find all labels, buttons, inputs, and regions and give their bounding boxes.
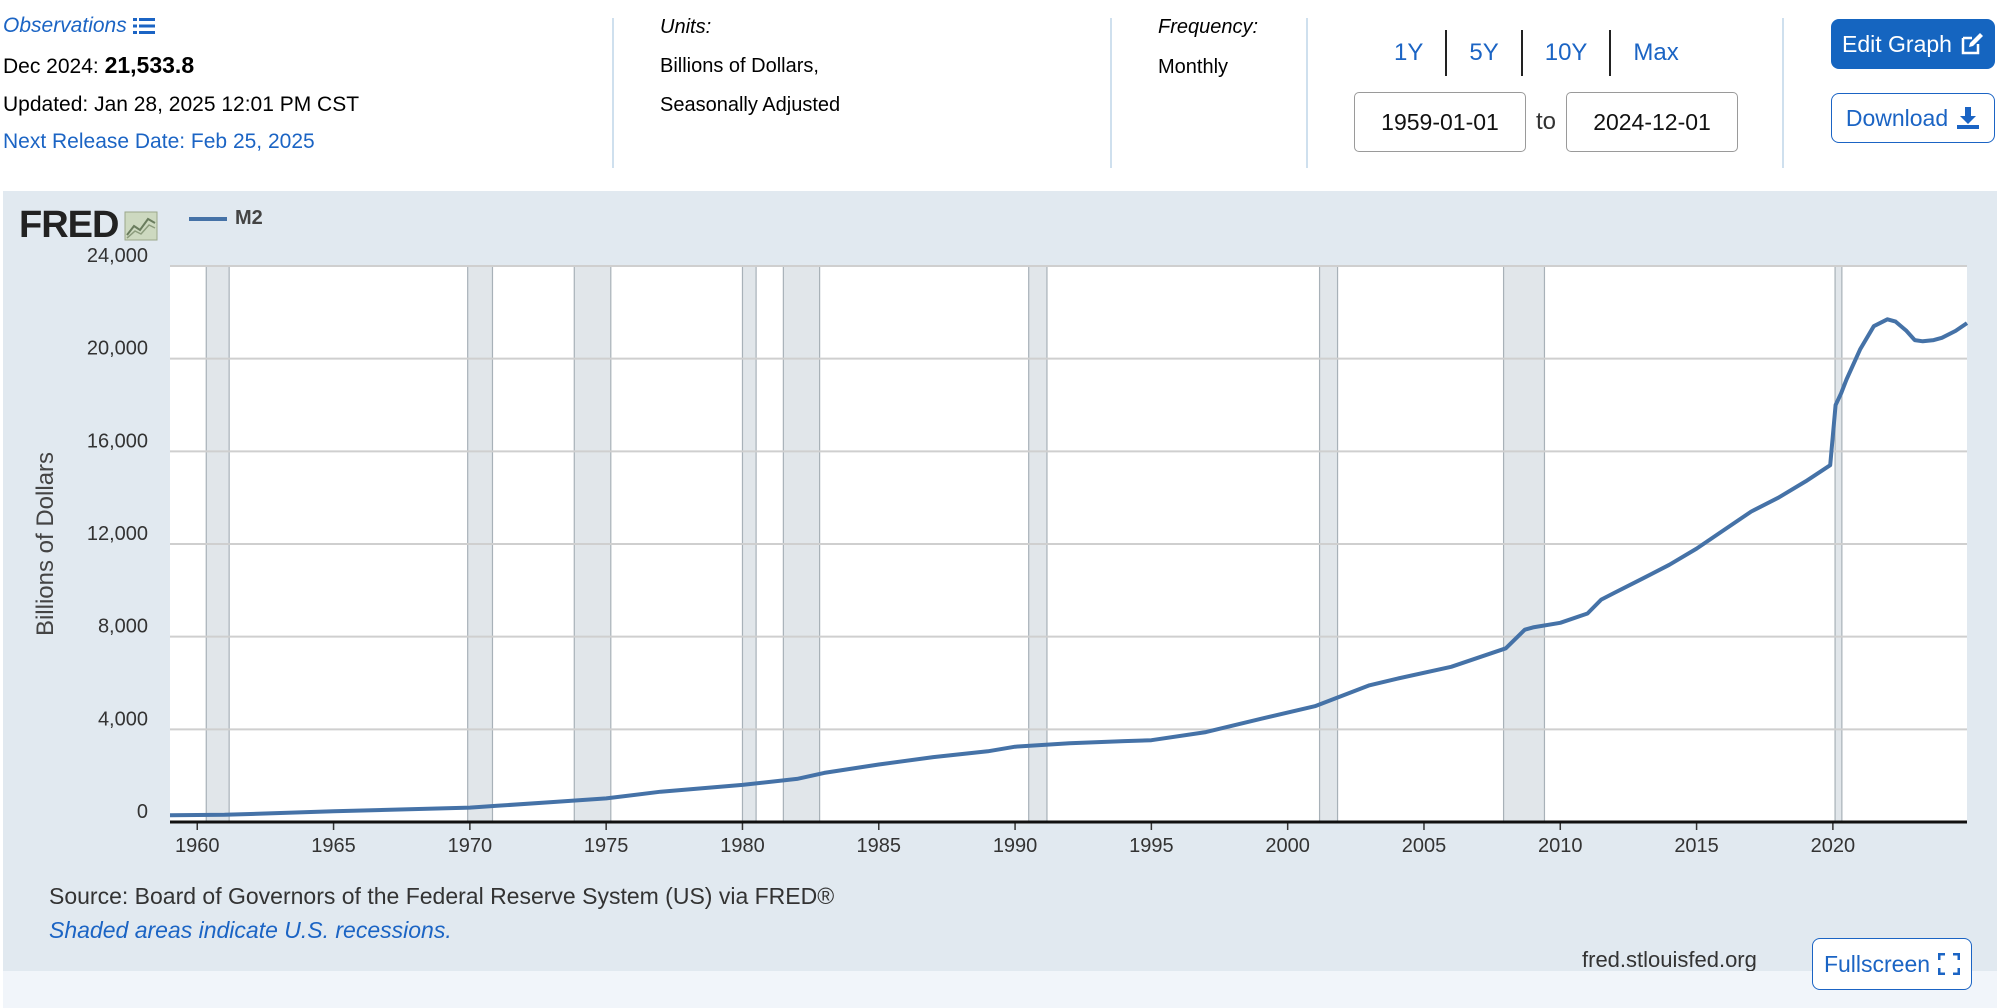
- x-tick-label: 2000: [1265, 835, 1310, 857]
- site-url[interactable]: fred.stlouisfed.org: [1582, 947, 1757, 972]
- recession-note: Shaded areas indicate U.S. recessions.: [49, 917, 452, 943]
- observations-label[interactable]: Observations: [3, 14, 127, 37]
- units-line-2: Seasonally Adjusted: [660, 94, 841, 116]
- x-tick-label: 1990: [993, 835, 1038, 857]
- date-range: to: [1354, 92, 1739, 152]
- divider: [1782, 18, 1784, 168]
- units-value: Billions of Dollars, Seasonally Adjusted: [660, 47, 840, 125]
- source-note: Source: Board of Governors of the Federa…: [49, 883, 835, 909]
- edit-graph-label: Edit Graph: [1842, 30, 1952, 57]
- units-block: Units: Billions of Dollars, Seasonally A…: [660, 16, 840, 125]
- fullscreen-button[interactable]: Fullscreen: [1812, 938, 1972, 990]
- start-date-input[interactable]: [1354, 92, 1526, 152]
- x-tick-label: 1970: [448, 835, 493, 857]
- x-tick-label: 1960: [175, 835, 220, 857]
- range-1y-button[interactable]: 1Y: [1372, 30, 1448, 76]
- next-release-link[interactable]: Next Release Date: Feb 25, 2025: [3, 130, 315, 153]
- range-button-group: 1Y 5Y 10Y Max: [1372, 30, 1701, 76]
- divider: [1110, 18, 1112, 168]
- fred-logo: FRED: [19, 204, 158, 247]
- panel-footer: [3, 971, 1997, 1008]
- list-icon[interactable]: [132, 17, 155, 35]
- divider: [1306, 18, 1308, 168]
- y-tick-label: 20,000: [87, 338, 148, 360]
- m2-line-chart[interactable]: 0 4,000 8,000 12,000 16,000 20,000 24,000 1960 1…: [3, 191, 1997, 881]
- graph-panel: FRED M2 0 4,000 8,000 12,000 16,000 20,000 24,…: [3, 191, 1997, 972]
- fullscreen-label: Fullscreen: [1823, 950, 1931, 977]
- x-tick-label: 1975: [584, 835, 629, 857]
- y-tick-label: 16,000: [87, 430, 148, 452]
- x-tick-label: 1995: [1129, 835, 1174, 857]
- legend-swatch: [189, 216, 227, 221]
- x-tick-label: 2015: [1674, 835, 1719, 857]
- download-button[interactable]: Download: [1831, 93, 1995, 143]
- frequency-block: Frequency: Monthly: [1158, 16, 1258, 87]
- observation-value: 21,533.8: [104, 52, 195, 78]
- edit-icon: [1961, 33, 1983, 55]
- x-tick-label: 2010: [1538, 835, 1583, 857]
- observations-block: Observations Dec 2024: 21,533.8 Updated:…: [3, 14, 603, 154]
- x-tick-label: 1985: [857, 835, 902, 857]
- chart-legend[interactable]: M2: [189, 207, 263, 230]
- units-label: Units:: [660, 16, 712, 38]
- chart-logo-icon: [124, 211, 158, 240]
- range-max-button[interactable]: Max: [1633, 39, 1679, 66]
- observation-date: Dec 2024:: [3, 55, 99, 78]
- frequency-value: Monthly: [1158, 56, 1229, 78]
- units-line-1: Billions of Dollars,: [660, 55, 819, 77]
- fred-logo-text: FRED: [19, 204, 119, 246]
- divider: [612, 18, 614, 168]
- fullscreen-icon: [1938, 953, 1961, 975]
- edit-graph-button[interactable]: Edit Graph: [1831, 19, 1995, 69]
- y-tick-label: 24,000: [87, 245, 148, 267]
- observations-link[interactable]: Observations: [3, 14, 603, 38]
- updated-timestamp: Updated: Jan 28, 2025 12:01 PM CST: [3, 93, 360, 116]
- frequency-label: Frequency:: [1158, 16, 1259, 38]
- series-line-m2[interactable]: [169, 317, 1969, 818]
- x-tick-label: 2005: [1402, 835, 1447, 857]
- end-date-input[interactable]: [1566, 92, 1739, 152]
- date-to-label: to: [1536, 108, 1557, 135]
- range-10y-button[interactable]: 10Y: [1523, 30, 1612, 76]
- legend-label: M2: [235, 207, 263, 229]
- download-label: Download: [1845, 104, 1949, 131]
- y-tick-label: 12,000: [87, 523, 148, 545]
- y-tick-label: 0: [137, 801, 148, 823]
- range-5y-button[interactable]: 5Y: [1447, 30, 1523, 76]
- download-icon: [1957, 107, 1980, 129]
- y-tick-label: 8,000: [98, 616, 148, 638]
- x-tick-label: 1965: [311, 835, 356, 857]
- x-tick-label: 1980: [720, 835, 765, 857]
- y-axis-title: Billions of Dollars: [32, 452, 59, 636]
- latest-observation: Dec 2024: 21,533.8: [3, 52, 603, 79]
- series-header: Observations Dec 2024: 21,533.8 Updated:…: [0, 0, 2000, 180]
- x-tick-label: 2020: [1811, 835, 1856, 857]
- y-tick-label: 4,000: [98, 708, 148, 730]
